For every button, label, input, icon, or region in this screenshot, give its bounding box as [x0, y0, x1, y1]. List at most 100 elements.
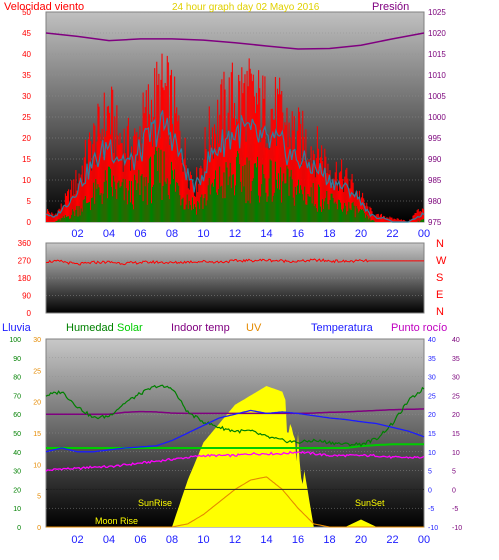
- direction-tick-label: 270: [18, 257, 32, 266]
- legend-punto-rocio: Punto rocío: [391, 322, 447, 334]
- dewpoint-tick-label: 0: [452, 487, 456, 494]
- bottom-x-tick-label: 18: [323, 534, 335, 546]
- direction-compass-label: N: [436, 306, 444, 318]
- top-x-tick-label: 14: [260, 228, 272, 240]
- legend-solar: Solar: [117, 322, 143, 334]
- temp-tick-label: -10: [428, 525, 438, 532]
- bottom-x-tick-label: 12: [229, 534, 241, 546]
- humidity-tick-label: 70: [13, 393, 21, 400]
- temp-tick-label: 30: [428, 375, 436, 382]
- bottom-x-tick-label: 00: [418, 534, 430, 546]
- wind-tick-label: 0: [27, 218, 32, 227]
- wind-speed-label: Velocidad viento: [4, 1, 84, 13]
- direction-tick-label: 180: [18, 274, 32, 283]
- bottom-x-tick-label: 02: [71, 534, 83, 546]
- bottom-x-tick-label: 20: [355, 534, 367, 546]
- pressure-tick-label: 1020: [428, 29, 446, 38]
- humidity-line: [45, 384, 425, 447]
- humidity-tick-label: 0: [17, 525, 21, 532]
- pressure-tick-label: 985: [428, 176, 442, 185]
- multi-panel-marks: [45, 357, 425, 528]
- temp-tick-label: 35: [428, 356, 436, 363]
- bottom-x-tick-label: 14: [260, 534, 272, 546]
- humidity-tick-label: 90: [13, 356, 21, 363]
- top-x-tick-label: 12: [229, 228, 241, 240]
- pressure-tick-label: 990: [428, 155, 442, 164]
- temp-tick-label: 40: [428, 337, 436, 344]
- dewpoint-tick-label: -10: [452, 525, 462, 532]
- temperature-line: [45, 409, 425, 453]
- uv-tick-label: 15: [33, 431, 41, 438]
- wind-tick-label: 30: [22, 92, 31, 101]
- humidity-tick-label: 20: [13, 487, 21, 494]
- pressure-tick-label: 975: [428, 218, 442, 227]
- indoor-temp-line: [46, 408, 425, 415]
- temp-tick-label: 0: [428, 487, 432, 494]
- temp-tick-label: 20: [428, 412, 436, 419]
- direction-compass-label: E: [436, 289, 443, 301]
- top-x-tick-label: 04: [103, 228, 115, 240]
- wind-tick-label: 5: [27, 197, 32, 206]
- direction-tick-label: 90: [22, 292, 31, 301]
- moonrise-label: Moon Rise: [95, 516, 138, 526]
- uv-tick-label: 30: [33, 337, 41, 344]
- top-x-tick-label: 20: [355, 228, 367, 240]
- sunset-label: SunSet: [355, 498, 385, 508]
- legend-temperatura: Temperatura: [311, 322, 374, 334]
- pressure-tick-label: 1015: [428, 50, 446, 59]
- bottom-x-tick-label: 22: [386, 534, 398, 546]
- bottom-x-tick-label: 06: [134, 534, 146, 546]
- top-x-tick-label: 16: [292, 228, 304, 240]
- dewpoint-tick-label: 20: [452, 412, 460, 419]
- temp-tick-label: 15: [428, 431, 436, 438]
- wind-direction-line: [45, 258, 424, 266]
- bottom-x-tick-label: 08: [166, 534, 178, 546]
- pressure-tick-label: 1005: [428, 92, 446, 101]
- uv-tick-label: 25: [33, 368, 41, 375]
- sunrise-label: SunRise: [138, 498, 172, 508]
- dewpoint-tick-label: 40: [452, 337, 460, 344]
- legend-uv: UV: [246, 322, 262, 334]
- pressure-label: Presión: [372, 1, 409, 13]
- top-x-tick-label: 06: [134, 228, 146, 240]
- dewpoint-tick-label: 15: [452, 431, 460, 438]
- pressure-tick-label: 1025: [428, 8, 446, 17]
- direction-compass-label: W: [436, 255, 447, 267]
- pressure-tick-label: 995: [428, 134, 442, 143]
- dewpoint-line: [45, 450, 425, 472]
- wind-tick-label: 25: [22, 113, 31, 122]
- wind-average-line: [45, 110, 425, 223]
- temp-tick-label: -5: [428, 506, 434, 513]
- dewpoint-tick-label: 10: [452, 450, 460, 457]
- dewpoint-tick-label: 30: [452, 375, 460, 382]
- chart-title: 24 hour graph day 02 Mayo 2016: [172, 2, 320, 13]
- humidity-tick-label: 50: [13, 431, 21, 438]
- direction-compass-label: S: [436, 272, 443, 284]
- temp-tick-label: 25: [428, 393, 436, 400]
- wind-tick-label: 10: [22, 176, 31, 185]
- wind-tick-label: 40: [22, 50, 31, 59]
- humidity-tick-label: 30: [13, 469, 21, 476]
- top-x-tick-label: 18: [323, 228, 335, 240]
- top-x-tick-label: 22: [386, 228, 398, 240]
- wind-tick-label: 45: [22, 29, 31, 38]
- humidity-tick-label: 80: [13, 375, 21, 382]
- humidity-tick-label: 40: [13, 450, 21, 457]
- uv-tick-label: 0: [37, 525, 41, 532]
- direction-tick-label: 360: [18, 239, 32, 248]
- uv-tick-label: 20: [33, 400, 41, 407]
- bottom-x-tick-label: 10: [197, 534, 209, 546]
- top-x-tick-label: 10: [197, 228, 209, 240]
- humidity-tick-label: 60: [13, 412, 21, 419]
- bottom-x-tick-label: 04: [103, 534, 115, 546]
- pressure-tick-label: 980: [428, 197, 442, 206]
- wind-tick-label: 35: [22, 71, 31, 80]
- humidity-tick-label: 10: [13, 506, 21, 513]
- top-x-tick-label: 02: [71, 228, 83, 240]
- direction-compass-label: N: [436, 238, 444, 250]
- wind-panel-marks: [45, 32, 425, 223]
- direction-tick-label: 0: [27, 309, 32, 318]
